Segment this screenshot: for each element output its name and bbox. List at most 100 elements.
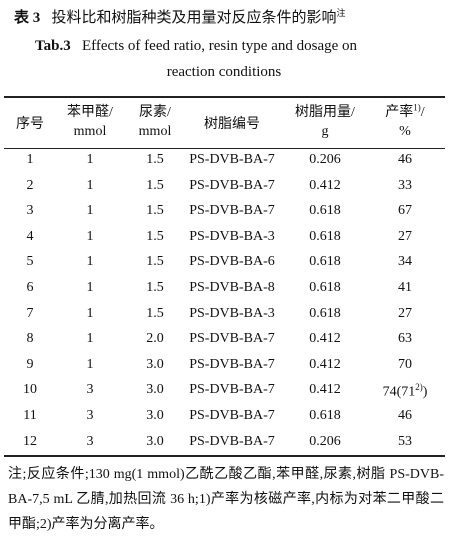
table-cell: 1 xyxy=(86,177,94,193)
table-cell: 1.5 xyxy=(146,305,164,321)
table-cell: PS-DVB-BA-7 xyxy=(189,382,275,398)
table-cell: 3 xyxy=(86,408,94,423)
table-cell: 1 xyxy=(86,152,94,167)
table-cell: 1 xyxy=(86,254,94,270)
header-text: 序号 xyxy=(16,117,44,132)
header-unit: mmol xyxy=(73,124,107,139)
table-cell: 4 xyxy=(26,228,34,244)
cn-label: 表 3 xyxy=(14,10,41,26)
header-rule xyxy=(4,148,445,149)
table-cell: 0.412 xyxy=(309,382,341,398)
header-text: 产率 xyxy=(385,105,414,120)
cell-sup: 2) xyxy=(415,382,423,393)
table-cell: PS-DVB-BA-3 xyxy=(189,228,275,244)
header-cell: 序号 xyxy=(16,113,44,133)
table-cell: 3 xyxy=(86,433,94,449)
table-cell: 1 xyxy=(86,356,94,372)
en-title-line: Tab.3 Effects of feed ratio, resin type … xyxy=(35,38,357,55)
table-cell: 1 xyxy=(86,331,94,347)
table-cell: 1 xyxy=(86,305,94,321)
table-cell: PS-DVB-BA-7 xyxy=(189,331,275,347)
table-cell: 46 xyxy=(398,152,412,167)
table-cell: PS-DVB-BA-7 xyxy=(189,152,275,167)
table-cell: 70 xyxy=(398,356,412,372)
cell-text: ) xyxy=(422,385,428,401)
en-label: Tab.3 xyxy=(35,38,71,54)
table-cell: PS-DVB-BA-8 xyxy=(189,280,275,295)
header-text: / xyxy=(420,105,425,120)
header-cell: 树脂编号 xyxy=(204,113,260,133)
table-cell: 34 xyxy=(398,254,412,270)
table-cell: 10 xyxy=(23,382,37,398)
table-cell: 63 xyxy=(398,331,412,347)
cn-title: 投料比和树脂种类及用量对反应条件的影响 xyxy=(51,10,337,26)
header-text: 尿素/ xyxy=(139,105,171,120)
en-title-2: reaction conditions xyxy=(166,64,282,80)
table-cell: 3.0 xyxy=(146,433,164,449)
table-cell: 0.412 xyxy=(309,356,341,372)
header-cell: 苯甲醛/ xyxy=(67,101,113,121)
table-cell: 33 xyxy=(398,177,412,193)
header-sup: 1) xyxy=(413,102,421,113)
table-cell: 53 xyxy=(398,433,412,449)
table-cell: PS-DVB-BA-7 xyxy=(189,433,275,449)
header-cell: 树脂用量/ xyxy=(295,101,355,121)
table-cell: 2 xyxy=(26,177,34,193)
table-cell: 0.412 xyxy=(309,331,341,347)
table-cell: 41 xyxy=(398,280,412,295)
table-cell: 46 xyxy=(398,408,412,423)
table-cell: 1.5 xyxy=(146,280,164,295)
table-cell: 1 xyxy=(86,228,94,244)
en-title: Effects of feed ratio, resin type and do… xyxy=(81,38,358,54)
top-rule xyxy=(4,96,445,98)
header-cell: 产率1)/ xyxy=(385,101,424,121)
header-text: 苯甲醛/ xyxy=(67,105,113,120)
cell-text: 74(71 xyxy=(382,385,416,401)
table-cell: 0.618 xyxy=(309,228,341,244)
table-cell: 0.618 xyxy=(309,254,341,270)
table-cell: 3.0 xyxy=(146,356,164,372)
header-unit: g xyxy=(321,124,329,139)
table-cell: 0.206 xyxy=(309,433,341,449)
header-unit: % xyxy=(399,124,411,139)
cn-sup: 注 xyxy=(336,8,346,18)
table-cell: PS-DVB-BA-7 xyxy=(189,203,275,219)
table-cell: 12 xyxy=(23,433,37,449)
bottom-rule xyxy=(4,455,445,457)
header-unit: mmol xyxy=(138,124,172,139)
table-cell: PS-DVB-BA-7 xyxy=(189,408,275,423)
table-cell: PS-DVB-BA-7 xyxy=(189,356,275,372)
table-cell: 11 xyxy=(23,408,37,423)
table-cell: 27 xyxy=(398,228,412,244)
table-note: 注;反应条件;130 mg(1 mmol)乙酰乙酸乙酯,苯甲醛,尿素,树脂 PS… xyxy=(8,467,444,532)
table-cell: 1 xyxy=(86,280,94,295)
header-text: 树脂用量/ xyxy=(295,105,355,120)
table-cell: 5 xyxy=(26,254,34,270)
table-cell: 1.5 xyxy=(146,177,164,193)
table-cell: PS-DVB-BA-3 xyxy=(189,305,275,321)
table-cell: 9 xyxy=(26,356,34,372)
table-cell: 1.5 xyxy=(146,152,164,167)
table-cell: 1 xyxy=(26,152,34,167)
table-cell: 3 xyxy=(86,382,94,398)
table-cell: 1.5 xyxy=(146,203,164,219)
table-cell: 1.5 xyxy=(146,228,164,244)
table-cell: 0.412 xyxy=(309,177,341,193)
table-cell: 3.0 xyxy=(146,408,164,423)
table-cell: 67 xyxy=(398,203,412,219)
header-cell: 尿素/ xyxy=(139,101,171,121)
table-cell: PS-DVB-BA-6 xyxy=(189,254,275,270)
table-cell: PS-DVB-BA-7 xyxy=(189,177,275,193)
table-cell: 6 xyxy=(26,280,34,295)
table-cell: 2.0 xyxy=(146,331,164,347)
table-cell: 0.618 xyxy=(309,408,341,423)
cn-title-line: 表 3 投料比和树脂种类及用量对反应条件的影响注 xyxy=(14,6,346,27)
table-cell: 0.618 xyxy=(309,203,341,219)
table-cell: 0.618 xyxy=(309,280,341,295)
header-text: 树脂编号 xyxy=(204,117,260,132)
table-cell: 1.5 xyxy=(146,254,164,270)
table-cell: 3.0 xyxy=(146,382,164,398)
table-cell: 8 xyxy=(26,331,34,347)
table-cell: 0.618 xyxy=(309,305,341,321)
